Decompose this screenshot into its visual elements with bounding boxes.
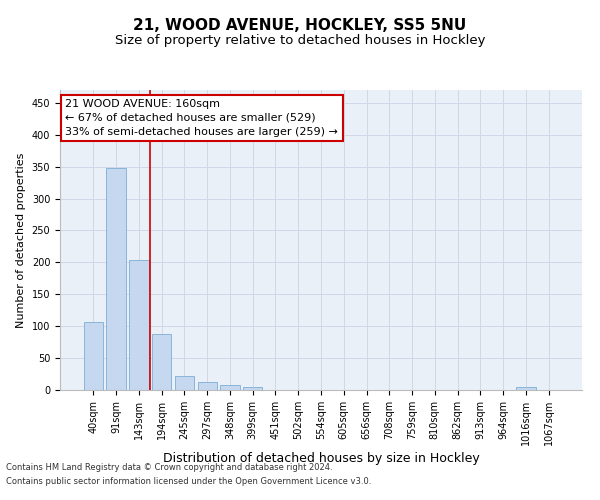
Bar bbox=[129, 260, 149, 390]
Bar bbox=[175, 376, 194, 390]
Bar bbox=[243, 387, 262, 390]
Text: Size of property relative to detached houses in Hockley: Size of property relative to detached ho… bbox=[115, 34, 485, 47]
Bar bbox=[106, 168, 126, 390]
Bar bbox=[84, 322, 103, 390]
Text: 21, WOOD AVENUE, HOCKLEY, SS5 5NU: 21, WOOD AVENUE, HOCKLEY, SS5 5NU bbox=[133, 18, 467, 32]
Bar bbox=[516, 388, 536, 390]
Text: Contains HM Land Registry data © Crown copyright and database right 2024.: Contains HM Land Registry data © Crown c… bbox=[6, 464, 332, 472]
Text: Contains public sector information licensed under the Open Government Licence v3: Contains public sector information licen… bbox=[6, 477, 371, 486]
Text: 21 WOOD AVENUE: 160sqm
← 67% of detached houses are smaller (529)
33% of semi-de: 21 WOOD AVENUE: 160sqm ← 67% of detached… bbox=[65, 99, 338, 137]
Bar bbox=[197, 382, 217, 390]
Bar bbox=[152, 334, 172, 390]
Y-axis label: Number of detached properties: Number of detached properties bbox=[16, 152, 26, 328]
X-axis label: Distribution of detached houses by size in Hockley: Distribution of detached houses by size … bbox=[163, 452, 479, 465]
Bar bbox=[220, 385, 239, 390]
